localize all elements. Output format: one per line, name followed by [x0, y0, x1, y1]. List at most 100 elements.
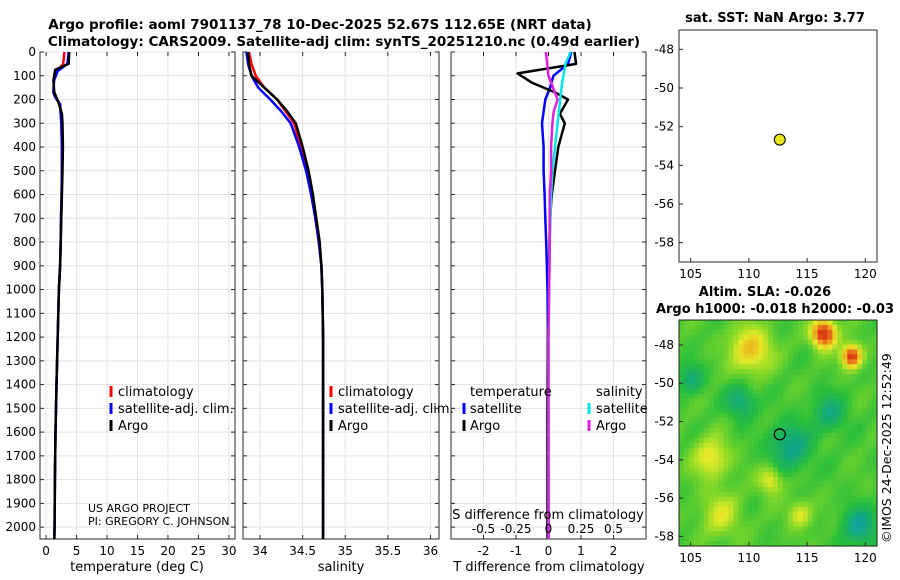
sla-cell	[872, 369, 878, 375]
sla-cell	[708, 462, 715, 468]
sla-cell	[728, 349, 735, 355]
sla-cell	[773, 496, 779, 503]
sla-cell	[718, 521, 725, 527]
salinity-axis-label: salinity	[318, 560, 365, 575]
sla-cell	[778, 462, 784, 468]
sla-cell	[688, 369, 695, 375]
sla-cell	[738, 487, 744, 493]
sla-cell	[787, 388, 794, 395]
sla-cell	[738, 364, 744, 370]
sla-cell	[852, 506, 858, 513]
sla-cell	[693, 320, 700, 326]
sla-cell	[842, 403, 848, 410]
sla-cell	[733, 329, 739, 336]
sla-cell	[837, 462, 843, 468]
sla-cell	[713, 364, 720, 370]
sla-cell	[817, 403, 824, 410]
sla-cell	[743, 369, 749, 375]
sla-cell	[867, 501, 873, 508]
sla-cell	[693, 472, 700, 478]
sla-cell	[679, 329, 685, 336]
sla-cell	[822, 339, 829, 346]
sla-cell	[792, 398, 799, 405]
sla-cell	[743, 511, 749, 518]
sla-cell	[773, 329, 779, 336]
sla-cell	[723, 442, 730, 449]
sla-x-tick-label: 110	[737, 551, 760, 565]
sla-cell	[782, 364, 789, 370]
sla-cell	[723, 433, 730, 439]
sla-cell	[827, 359, 834, 365]
sla-cell	[718, 506, 725, 513]
sla-cell	[832, 511, 838, 518]
sla-cell	[787, 423, 794, 429]
sla-cell	[797, 487, 804, 493]
sla-cell	[718, 501, 725, 508]
sla-cell	[703, 511, 710, 518]
sla-cell	[763, 378, 769, 385]
sla-cell	[688, 428, 695, 434]
sla-cell	[827, 531, 834, 537]
sla-cell	[832, 428, 838, 434]
imos-watermark: ©IMOS 24-Dec-2025 12:52:49	[879, 353, 894, 543]
sla-cell	[802, 472, 809, 478]
sla-cell	[748, 472, 754, 478]
sla-cell	[792, 329, 799, 336]
sla-cell	[852, 447, 858, 454]
sla-cell	[733, 521, 739, 527]
sla-cell	[713, 334, 720, 341]
sla-cell	[773, 482, 779, 488]
sla-cell	[703, 536, 710, 542]
sla-cell	[807, 334, 814, 341]
sla-cell	[827, 442, 834, 449]
sla-cell	[812, 491, 819, 498]
sla-cell	[867, 477, 873, 483]
sla-cell	[842, 320, 848, 326]
sla-cell	[867, 423, 873, 429]
sla-cell	[817, 541, 824, 547]
sla-cell	[708, 536, 715, 542]
sla-cell	[837, 541, 843, 547]
sla-cell	[733, 496, 739, 503]
sla-cell	[713, 428, 720, 434]
sla-cell	[723, 506, 730, 513]
sla-cell	[812, 531, 819, 537]
sla-cell	[738, 378, 744, 385]
sla-cell	[703, 487, 710, 493]
sla-cell	[837, 487, 843, 493]
sla-cell	[773, 472, 779, 478]
sla-cell	[688, 467, 695, 473]
sla-cell	[862, 496, 868, 503]
sla-cell	[683, 344, 690, 351]
sla-cell	[802, 428, 809, 434]
sla-cell	[822, 403, 829, 410]
sla-cell	[822, 398, 829, 405]
sla-cell	[807, 482, 814, 488]
sla-cell	[748, 511, 754, 518]
sla-cell	[683, 516, 690, 523]
sla-cell	[822, 457, 829, 464]
s-difference-axis-label: S difference from climatology	[452, 508, 644, 523]
sla-cell	[852, 536, 858, 542]
sla-cell	[778, 369, 784, 375]
x-tick-label: -2	[478, 544, 490, 558]
sla-cell	[763, 467, 769, 473]
sla-cell	[723, 383, 730, 390]
sla-cell	[817, 398, 824, 405]
sla-cell	[807, 329, 814, 336]
sla-cell	[753, 344, 759, 351]
sla-cell	[847, 467, 853, 473]
sla-cell	[807, 531, 814, 537]
sla-cell	[733, 354, 739, 360]
sla-cell	[728, 477, 735, 483]
sla-cell	[683, 437, 690, 444]
sla-cell	[847, 428, 853, 434]
sla-cell	[807, 398, 814, 405]
sla-cell	[862, 388, 868, 395]
series-line-argo	[52, 51, 71, 540]
sla-cell	[688, 433, 695, 439]
sla-cell	[773, 501, 779, 508]
sla-cell	[787, 531, 794, 537]
sla-cell	[852, 388, 858, 395]
sla-cell	[842, 369, 848, 375]
